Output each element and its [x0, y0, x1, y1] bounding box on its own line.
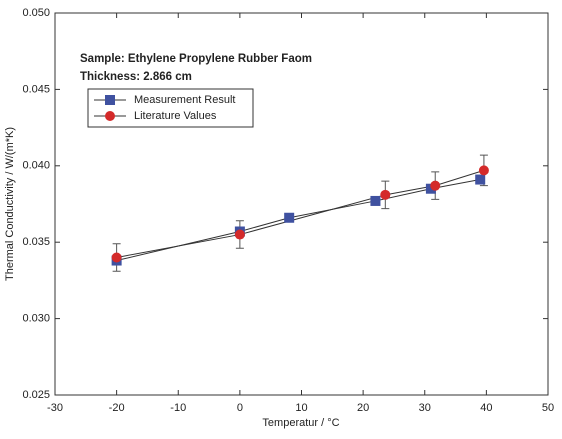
data-point: [284, 212, 295, 223]
x-tick-label: -20: [109, 402, 125, 414]
series-line: [116, 179, 481, 262]
x-tick-label: 50: [542, 402, 554, 414]
annotation: Sample: Ethylene Propylene Rubber Faom: [80, 53, 312, 65]
y-tick-label: 0.040: [22, 160, 50, 172]
x-axis-label: Temperatur / °C: [262, 417, 339, 429]
legend-marker: [105, 111, 115, 121]
legend-label: Measurement Result: [134, 94, 236, 106]
legend-box: [87, 88, 254, 128]
x-tick-label: 40: [480, 402, 492, 414]
data-point: [425, 183, 436, 194]
y-tick-label: 0.030: [22, 313, 50, 325]
x-tick-label: 10: [295, 402, 307, 414]
x-tick-label: -30: [47, 402, 63, 414]
legend-label: Literature Values: [134, 110, 217, 122]
y-tick-label: 0.025: [22, 389, 50, 401]
data-point: [370, 195, 381, 206]
y-tick-label: 0.050: [22, 7, 50, 19]
x-tick-label: 30: [419, 402, 431, 414]
series-line: [116, 169, 485, 258]
data-point: [234, 229, 245, 240]
x-tick-label: -10: [170, 402, 186, 414]
y-tick-label: 0.045: [22, 83, 50, 95]
data-point: [430, 180, 441, 191]
annotation: Thickness: 2.866 cm: [80, 71, 192, 83]
data-point: [475, 174, 486, 185]
data-point: [478, 165, 489, 176]
x-tick-label: 20: [357, 402, 369, 414]
legend-marker: [105, 95, 115, 105]
y-axis-label: Thermal Conductivity / W/(m*K): [4, 127, 16, 281]
x-tick-label: 0: [237, 402, 243, 414]
y-tick-label: 0.035: [22, 236, 50, 248]
data-point: [111, 252, 122, 263]
data-point: [380, 189, 391, 200]
